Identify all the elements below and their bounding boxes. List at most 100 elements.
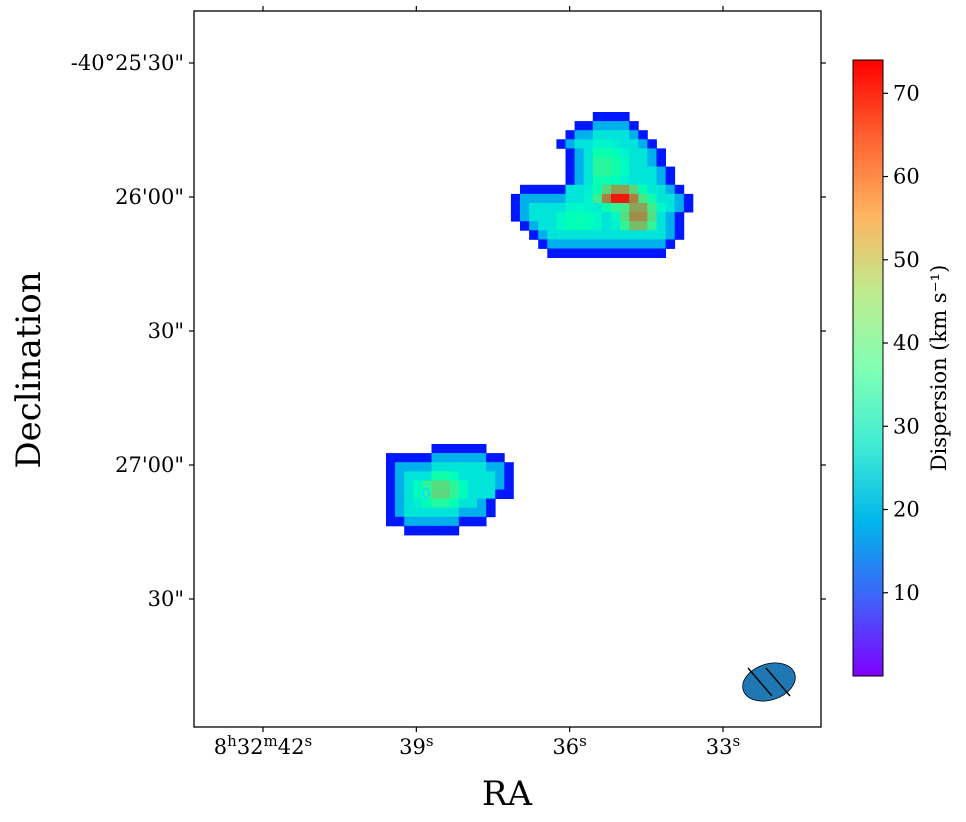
map-pixel — [629, 230, 639, 240]
map-pixel — [574, 239, 585, 249]
map-pixel — [538, 239, 548, 249]
map-pixel — [583, 121, 594, 131]
map-pixel — [656, 221, 666, 231]
map-pixel — [592, 175, 603, 186]
map-pixel — [601, 230, 612, 240]
map-pixel — [529, 203, 539, 213]
map-pixel — [547, 203, 557, 213]
map-pixel — [495, 462, 505, 472]
map-pixel — [620, 121, 630, 131]
map-pixel — [404, 471, 414, 481]
map-pixel — [583, 139, 594, 149]
map-pixel — [395, 507, 405, 518]
map-pixel — [538, 230, 548, 240]
map-pixel — [458, 480, 469, 490]
map-pixel — [529, 184, 539, 195]
map-pixel — [504, 489, 514, 499]
map-pixel — [538, 193, 548, 204]
map-pixel — [611, 112, 621, 122]
map-pixel — [477, 462, 487, 472]
map-pixel — [495, 489, 505, 499]
x-tick-label: 39s — [399, 732, 433, 759]
map-pixel — [620, 248, 630, 258]
map-pixel — [583, 157, 594, 167]
map-pixel — [583, 212, 594, 222]
map-pixel — [683, 203, 694, 213]
map-pixel — [647, 230, 657, 240]
map-pixel — [477, 480, 487, 490]
map-pixel — [386, 516, 396, 527]
map-pixel — [674, 230, 685, 240]
map-pixel — [629, 121, 639, 131]
map-pixel — [467, 462, 478, 472]
map-pixel — [467, 489, 478, 499]
contour-ellipse — [422, 487, 430, 499]
colorbar-tick-label: 70 — [893, 81, 920, 105]
map-pixel — [495, 471, 505, 481]
map-pixel — [583, 193, 594, 204]
map-pixels — [386, 112, 694, 536]
map-pixel — [477, 453, 487, 463]
map-pixel — [574, 193, 585, 204]
map-pixel — [583, 130, 594, 140]
map-pixel — [629, 166, 639, 177]
map-pixel — [656, 184, 666, 195]
map-pixel — [404, 516, 414, 527]
map-pixel — [395, 480, 405, 490]
map-pixel — [556, 193, 566, 204]
map-pixel — [477, 489, 487, 499]
map-pixel — [565, 193, 575, 204]
map-pixel — [656, 175, 666, 186]
colorbar-tick-label: 30 — [893, 414, 920, 438]
colorbar — [852, 59, 884, 677]
map-pixel — [583, 221, 594, 231]
map-pixel — [556, 212, 566, 222]
map-pixel — [647, 248, 657, 258]
map-pixel — [601, 203, 612, 213]
map-pixel — [467, 444, 478, 454]
map-pixel — [422, 498, 432, 509]
map-pixel — [574, 230, 585, 240]
map-pixel — [592, 248, 603, 258]
map-pixel — [656, 148, 666, 158]
map-pixel — [431, 453, 441, 463]
map-pixel — [574, 203, 585, 213]
map-pixel — [529, 212, 539, 222]
map-pixel — [601, 221, 612, 231]
map-pixel — [431, 507, 441, 518]
map-pixel — [504, 462, 514, 472]
map-pixel — [486, 498, 496, 509]
map-pixel — [440, 453, 451, 463]
map-pixel — [629, 212, 639, 222]
x-tick-label: 36s — [552, 732, 586, 759]
map-pixel — [574, 157, 585, 167]
map-pixel — [386, 498, 396, 509]
map-pixel — [565, 248, 575, 258]
map-pixel — [556, 221, 566, 231]
map-pixel — [611, 130, 621, 140]
map-pixel — [592, 157, 603, 167]
map-pixel — [601, 193, 612, 204]
map-pixel — [592, 221, 603, 231]
map-pixel — [529, 221, 539, 231]
map-pixel — [583, 166, 594, 177]
map-pixel — [629, 193, 639, 204]
map-pixel — [601, 248, 612, 258]
map-pixel — [601, 157, 612, 167]
map-pixel — [620, 184, 630, 195]
map-pixel — [629, 139, 639, 149]
map-pixel — [647, 203, 657, 213]
map-pixel — [413, 453, 423, 463]
map-pixel — [638, 248, 648, 258]
map-pixel — [592, 193, 603, 204]
beam — [742, 662, 796, 702]
map-pixel — [611, 193, 621, 204]
map-pixel — [665, 184, 676, 195]
map-pixel — [510, 212, 521, 222]
x-tick-label: 8h32m42s — [214, 732, 312, 759]
map-pixel — [538, 184, 548, 195]
map-pixel — [547, 193, 557, 204]
map-pixel — [538, 212, 548, 222]
map-pixel — [520, 212, 530, 222]
colorbar-tick-label: 40 — [893, 331, 920, 355]
